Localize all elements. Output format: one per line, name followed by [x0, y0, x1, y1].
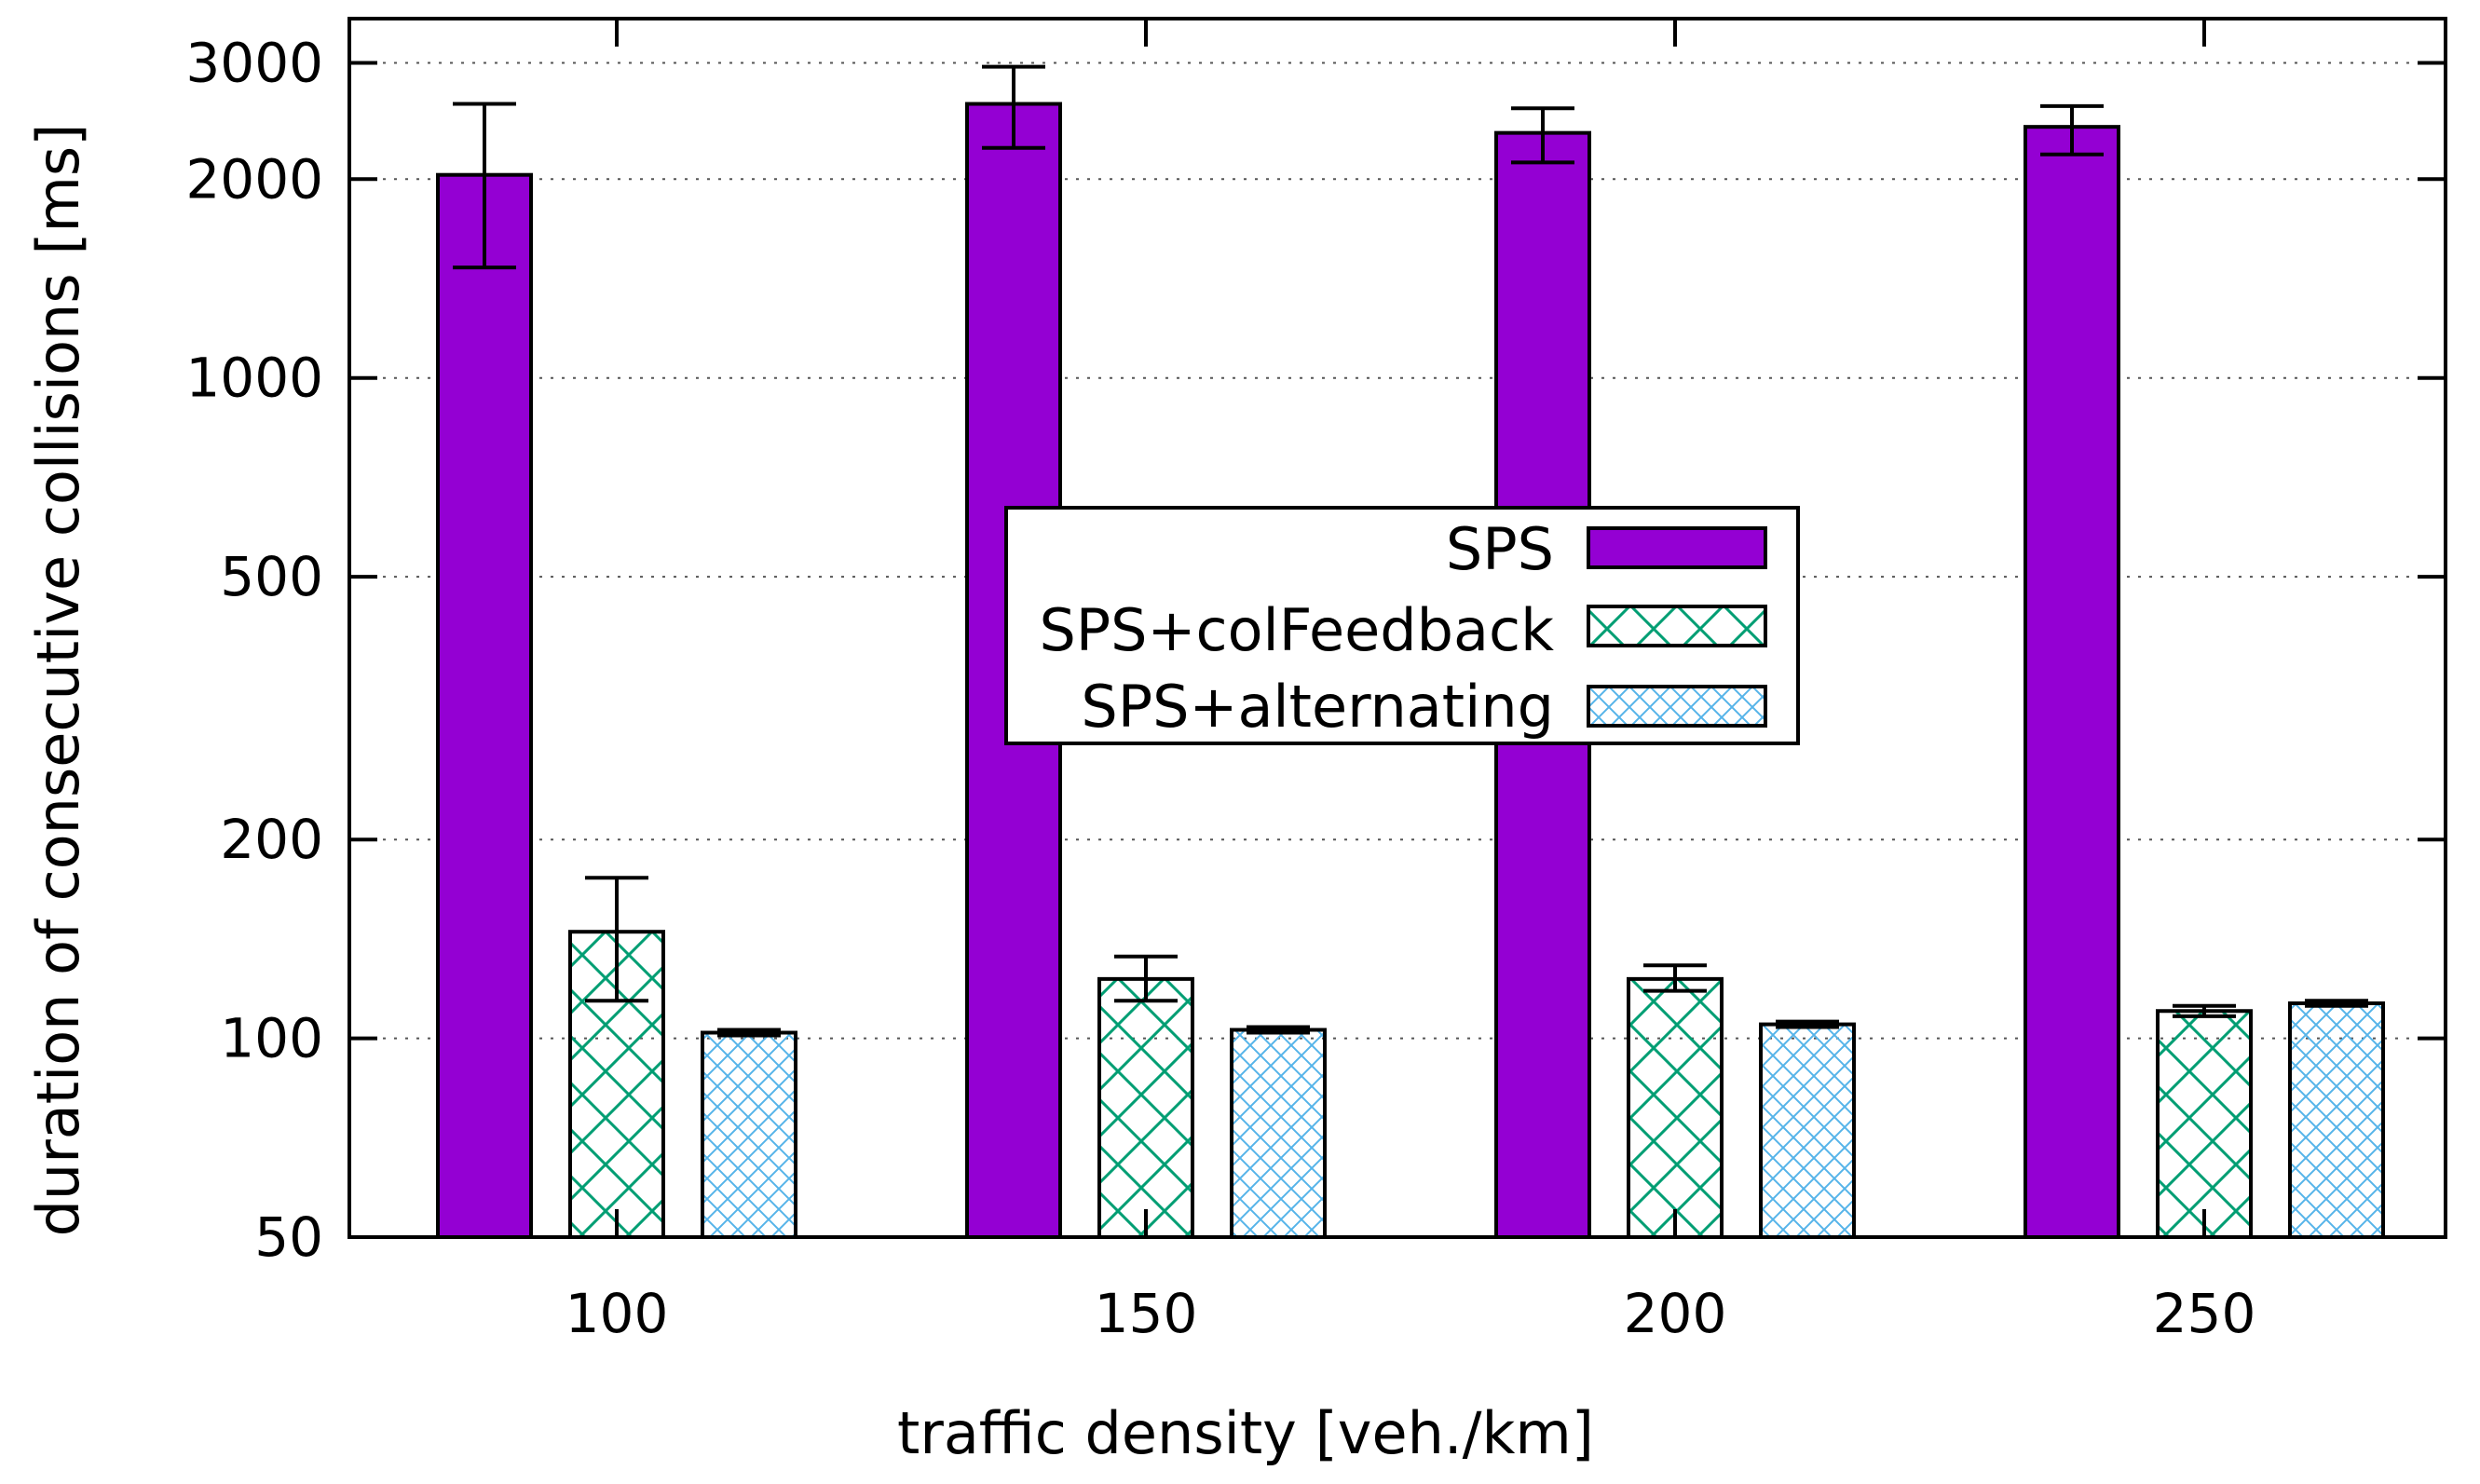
legend-label-colfeedback: SPS+colFeedback: [1039, 596, 1554, 664]
tick-labels: 50 100 200 500 1000 2000 3000 100 150 200 250: [185, 31, 2255, 1345]
error-bar-colfeedback-200: [1643, 963, 1707, 993]
axes: [347, 17, 2447, 1239]
y-tick-label: 500: [220, 545, 323, 608]
bar-colfeedback-150: [1097, 976, 1194, 1240]
bar-sps-100: [436, 172, 533, 1240]
bar-alternating-150: [1230, 1028, 1327, 1239]
y-tick-label: 100: [220, 1007, 323, 1070]
legend-swatch-sps: [1587, 526, 1767, 569]
x-tick-label: 250: [2153, 1282, 2256, 1345]
error-bar-sps-150: [982, 64, 1045, 150]
error-bar-colfeedback-150: [1114, 954, 1178, 1003]
y-tick-label: 200: [220, 808, 323, 871]
x-axis-title: traffic density [veh./km]: [897, 1399, 1594, 1467]
bar-colfeedback-250: [2156, 1009, 2253, 1240]
legend-label-sps: SPS: [1446, 515, 1554, 583]
legend-swatch-alternating: [1587, 685, 1767, 728]
bar-alternating-200: [1759, 1022, 1856, 1240]
error-bar-alternating-250: [2305, 999, 2368, 1008]
x-tick-label: 200: [1624, 1282, 1727, 1345]
bar-colfeedback-200: [1627, 976, 1724, 1240]
error-bar-sps-200: [1511, 106, 1574, 165]
y-tick-label: 1000: [185, 347, 323, 410]
y-tick-label: 50: [254, 1205, 323, 1269]
y-axis-title: duration of consecutive collisions [ms]: [24, 124, 92, 1237]
bar-alternating-250: [2288, 1001, 2385, 1239]
error-bar-sps-250: [2040, 103, 2104, 157]
error-bar-sps-100: [453, 102, 516, 270]
error-bars: [453, 64, 2368, 1038]
error-bar-colfeedback-100: [585, 876, 648, 1003]
bar-sps-250: [2024, 125, 2120, 1240]
error-bar-alternating-100: [717, 1028, 781, 1038]
x-tick-label: 150: [1095, 1282, 1198, 1345]
y-tick-label: 2000: [185, 147, 323, 211]
plot-frame: [347, 17, 2447, 1239]
error-bar-colfeedback-250: [2173, 1003, 2236, 1018]
bar-alternating-100: [701, 1030, 797, 1239]
error-bar-alternating-200: [1776, 1019, 1839, 1029]
legend-swatch-colfeedback: [1587, 605, 1767, 647]
x-tick-label: 100: [565, 1282, 669, 1345]
legend-label-alternating: SPS+alternating: [1081, 673, 1554, 741]
error-bar-alternating-150: [1247, 1025, 1310, 1035]
y-tick-label: 3000: [185, 31, 323, 94]
legend: SPS SPS+colFeedback SPS+alternating: [1004, 506, 1800, 745]
